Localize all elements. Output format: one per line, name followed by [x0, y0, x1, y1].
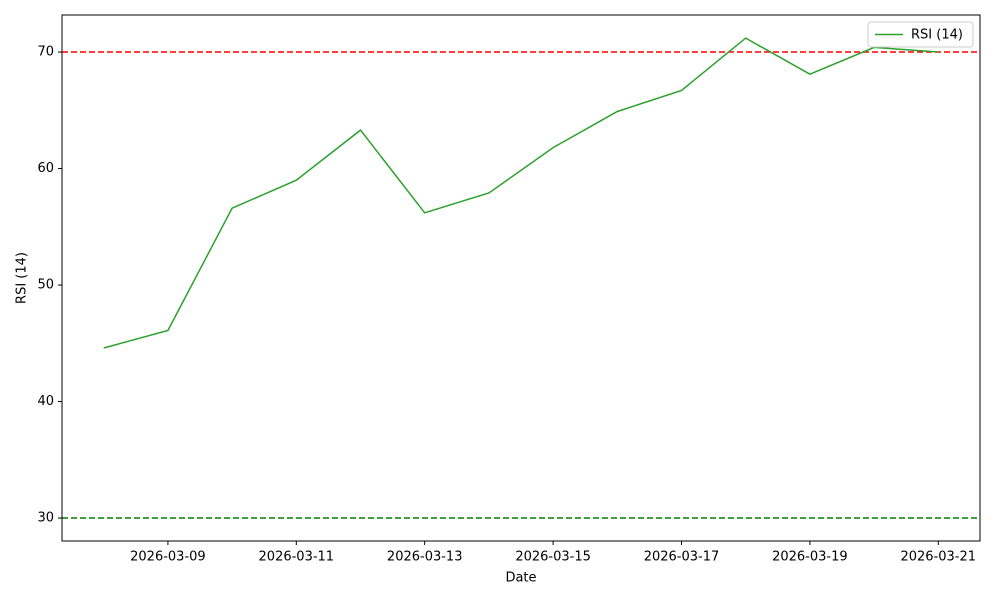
legend-box: [867, 21, 974, 48]
x-tick-label: 2026-03-17: [644, 550, 720, 565]
plot-frame: [61, 14, 981, 542]
rsi-line: [103, 37, 939, 349]
y-tick-label: 60: [37, 161, 54, 176]
x-tick-label: 2026-03-11: [259, 550, 335, 565]
x-tick-label: 2026-03-21: [900, 550, 976, 565]
y-tick-label: 70: [37, 45, 54, 60]
legend-label: RSI (14): [911, 28, 963, 43]
x-tick-label: 2026-03-13: [387, 550, 463, 565]
y-tick-label: 50: [37, 278, 54, 293]
y-axis-label: RSI (14): [15, 252, 30, 304]
y-tick-label: 30: [37, 511, 54, 526]
x-tick-label: 2026-03-15: [515, 550, 591, 565]
x-tick-label: 2026-03-19: [772, 550, 848, 565]
x-tick-label: 2026-03-09: [130, 550, 206, 565]
y-tick-label: 40: [37, 394, 54, 409]
x-axis-label: Date: [505, 571, 536, 586]
